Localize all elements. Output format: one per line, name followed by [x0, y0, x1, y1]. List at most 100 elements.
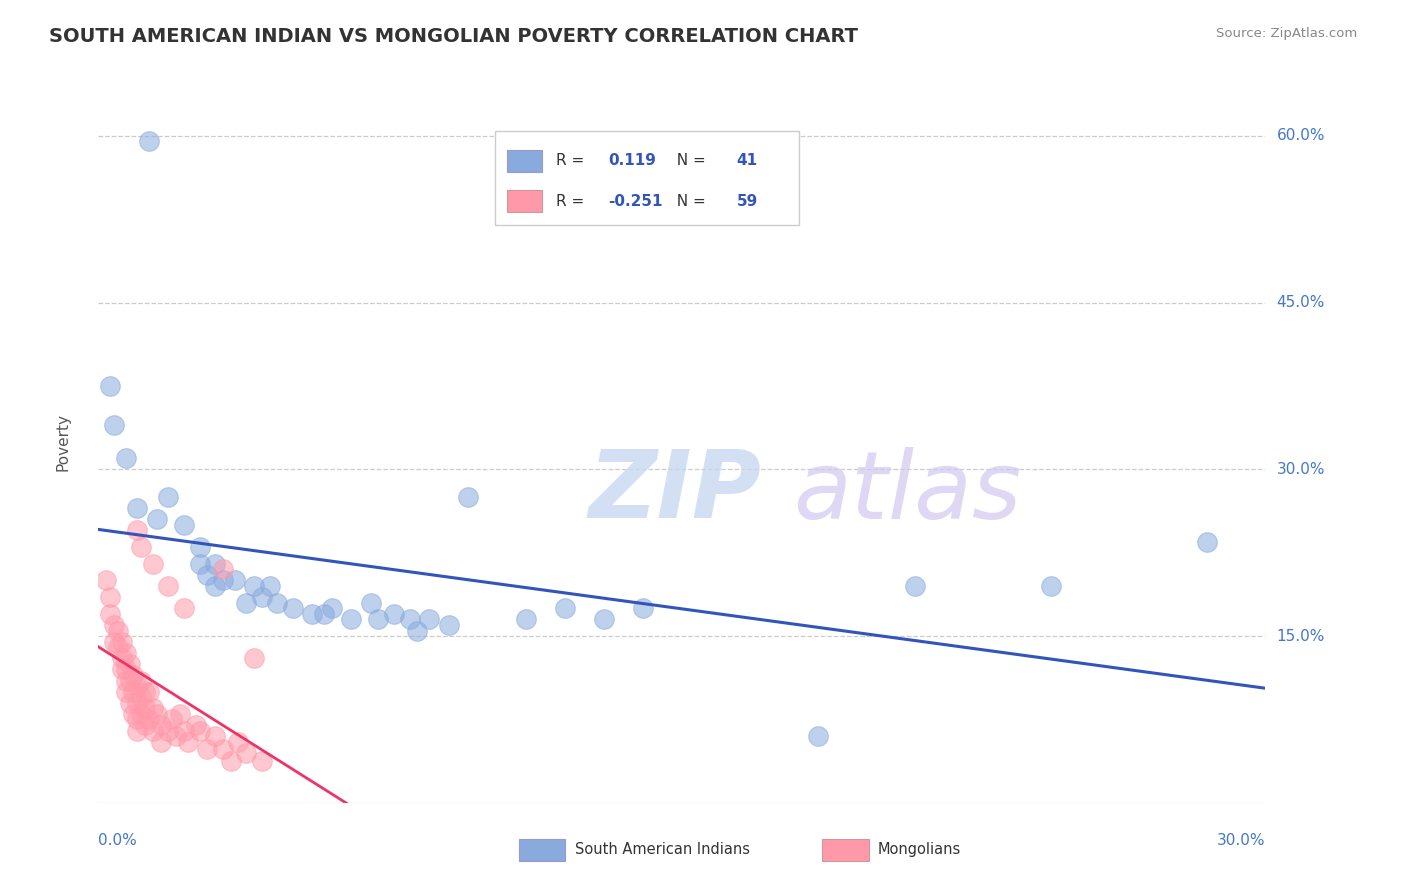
Text: 60.0%: 60.0%	[1277, 128, 1324, 144]
Point	[195, 742, 218, 756]
Point	[169, 706, 191, 721]
Point	[204, 557, 226, 571]
Point	[165, 729, 187, 743]
Point	[593, 612, 616, 626]
Point	[111, 662, 134, 676]
Text: 45.0%: 45.0%	[1277, 295, 1324, 310]
Point	[129, 706, 152, 721]
Point	[157, 723, 180, 738]
Point	[173, 601, 195, 615]
Point	[146, 512, 169, 526]
Text: SOUTH AMERICAN INDIAN VS MONGOLIAN POVERTY CORRELATION CHART: SOUTH AMERICAN INDIAN VS MONGOLIAN POVER…	[49, 27, 858, 45]
Point	[224, 574, 246, 588]
Point	[114, 662, 136, 676]
Point	[259, 579, 281, 593]
Point	[107, 640, 129, 655]
Point	[118, 696, 141, 710]
Point	[173, 723, 195, 738]
Point	[340, 612, 363, 626]
Point	[157, 490, 180, 504]
Point	[904, 579, 927, 593]
Point	[243, 651, 266, 665]
Point	[127, 524, 149, 538]
Point	[111, 634, 134, 648]
Point	[457, 490, 479, 504]
Text: Mongolians: Mongolians	[877, 842, 962, 857]
Point	[212, 562, 235, 576]
Point	[138, 135, 160, 149]
Point	[111, 651, 134, 665]
Point	[96, 574, 118, 588]
FancyBboxPatch shape	[495, 131, 799, 225]
Point	[188, 723, 211, 738]
Point	[118, 657, 141, 671]
Point	[321, 601, 343, 615]
Text: 15.0%: 15.0%	[1277, 629, 1324, 643]
Point	[129, 690, 152, 705]
Point	[142, 723, 165, 738]
Point	[406, 624, 429, 638]
Point	[312, 607, 335, 621]
Point	[146, 706, 169, 721]
Point	[807, 729, 830, 743]
Bar	[508, 150, 541, 172]
Point	[127, 696, 149, 710]
Point	[235, 596, 257, 610]
Point	[122, 706, 145, 721]
Point	[173, 517, 195, 532]
Point	[631, 601, 654, 615]
Text: ZIP: ZIP	[589, 446, 762, 538]
Point	[515, 612, 537, 626]
Point	[301, 607, 323, 621]
Point	[114, 451, 136, 466]
Point	[188, 557, 211, 571]
Point	[134, 701, 156, 715]
Point	[177, 734, 200, 748]
Point	[250, 590, 273, 604]
Text: Poverty: Poverty	[56, 412, 70, 471]
Text: R =: R =	[555, 153, 589, 169]
Point	[219, 754, 242, 768]
Point	[129, 673, 152, 688]
Point	[149, 734, 172, 748]
Point	[103, 417, 125, 432]
Point	[127, 501, 149, 516]
Point	[184, 718, 207, 732]
Point	[98, 607, 121, 621]
Point	[98, 379, 121, 393]
Point	[266, 596, 288, 610]
Point	[127, 679, 149, 693]
Text: Source: ZipAtlas.com: Source: ZipAtlas.com	[1216, 27, 1357, 40]
Point	[235, 746, 257, 760]
Point	[127, 723, 149, 738]
Bar	[823, 838, 869, 861]
Point	[138, 684, 160, 698]
Bar	[508, 191, 541, 212]
Point	[195, 568, 218, 582]
Point	[142, 701, 165, 715]
Point	[243, 579, 266, 593]
Point	[129, 540, 152, 554]
Point	[212, 574, 235, 588]
Point	[118, 673, 141, 688]
Text: 41: 41	[737, 153, 758, 169]
Point	[162, 713, 184, 727]
Point	[437, 618, 460, 632]
Point	[114, 684, 136, 698]
Point	[360, 596, 382, 610]
Point	[157, 579, 180, 593]
Text: 59: 59	[737, 194, 758, 209]
Point	[134, 684, 156, 698]
Point	[188, 540, 211, 554]
Point	[1195, 534, 1218, 549]
Point	[204, 579, 226, 593]
Point	[138, 713, 160, 727]
Point	[98, 590, 121, 604]
Point	[382, 607, 405, 621]
Text: 0.0%: 0.0%	[98, 833, 138, 848]
Text: 30.0%: 30.0%	[1277, 462, 1324, 477]
Point	[103, 634, 125, 648]
Point	[103, 618, 125, 632]
Point	[212, 742, 235, 756]
Text: N =: N =	[666, 153, 710, 169]
